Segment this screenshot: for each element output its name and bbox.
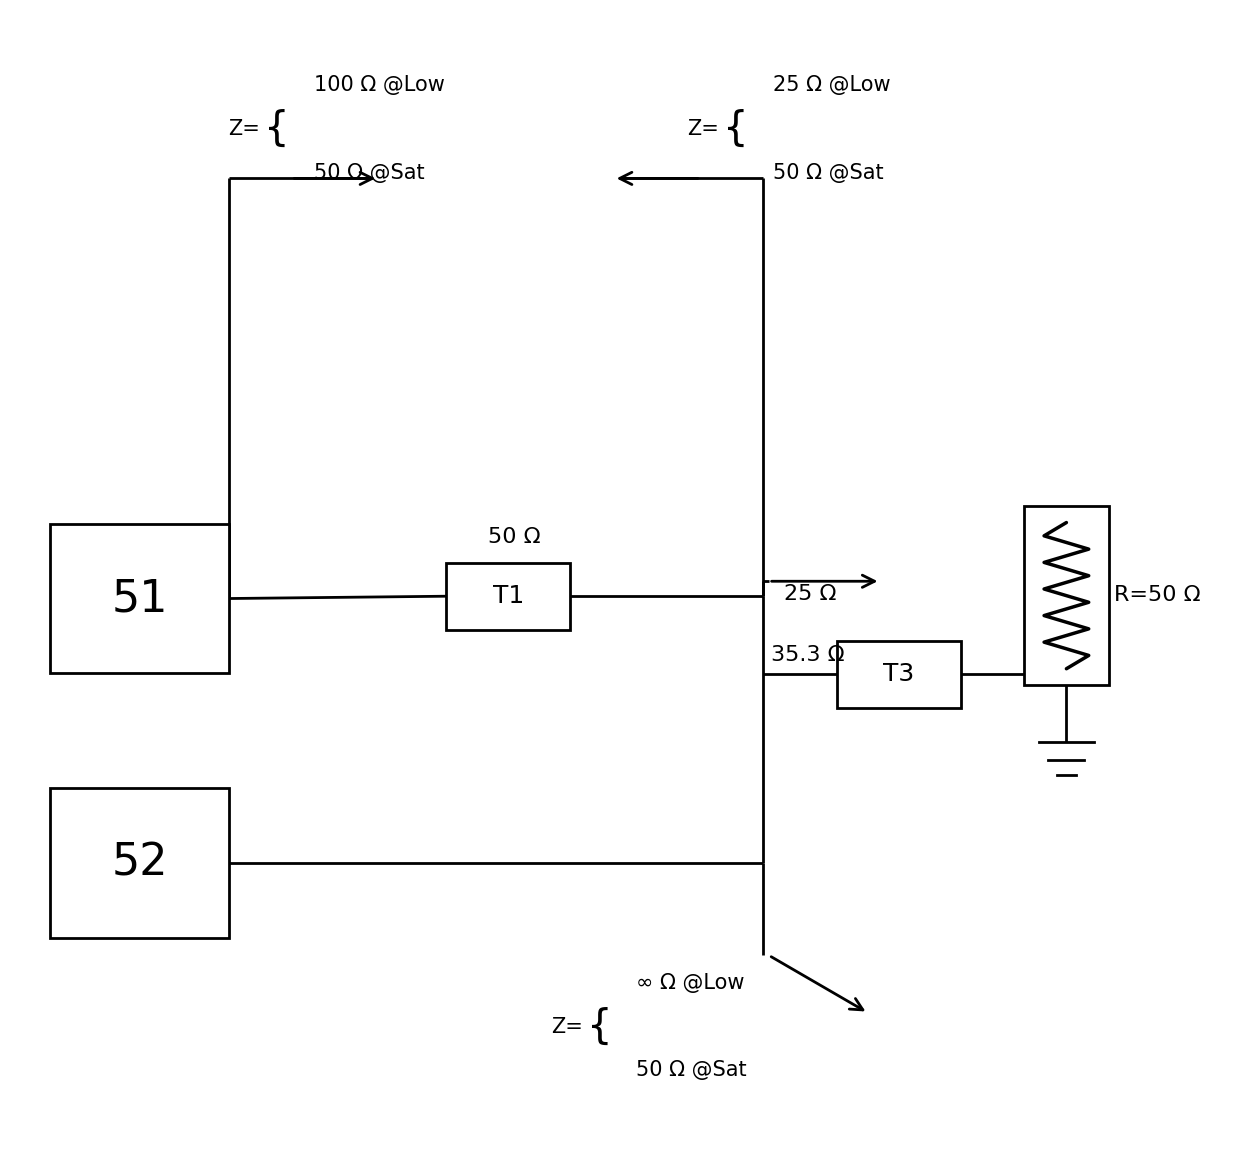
- Bar: [50, 788, 229, 938]
- Text: 50 Ω @Sat: 50 Ω @Sat: [314, 162, 424, 183]
- Text: T1: T1: [492, 585, 525, 608]
- Text: {: {: [587, 1007, 613, 1046]
- Text: 100 Ω @Low: 100 Ω @Low: [314, 75, 445, 96]
- Text: R=50 Ω: R=50 Ω: [1114, 585, 1200, 605]
- Bar: [446, 563, 570, 630]
- Bar: [1024, 506, 1109, 685]
- Text: {: {: [723, 109, 749, 148]
- Text: T3: T3: [883, 663, 915, 686]
- Text: 50 Ω @Sat: 50 Ω @Sat: [773, 162, 883, 183]
- Text: Z=: Z=: [228, 119, 260, 139]
- Text: 35.3 Ω: 35.3 Ω: [771, 646, 844, 665]
- Text: {: {: [264, 109, 290, 148]
- Text: Z=: Z=: [551, 1016, 583, 1037]
- Text: 50 Ω @Sat: 50 Ω @Sat: [636, 1060, 746, 1081]
- Text: 50 Ω: 50 Ω: [489, 527, 541, 547]
- Text: Z=: Z=: [687, 119, 719, 139]
- Text: 51: 51: [112, 577, 167, 620]
- Bar: [837, 641, 961, 708]
- Bar: [50, 524, 229, 673]
- Text: 25 Ω: 25 Ω: [784, 585, 836, 604]
- Text: ∞ Ω @Low: ∞ Ω @Low: [636, 973, 744, 993]
- Text: 52: 52: [112, 841, 167, 885]
- Text: 25 Ω @Low: 25 Ω @Low: [773, 75, 890, 96]
